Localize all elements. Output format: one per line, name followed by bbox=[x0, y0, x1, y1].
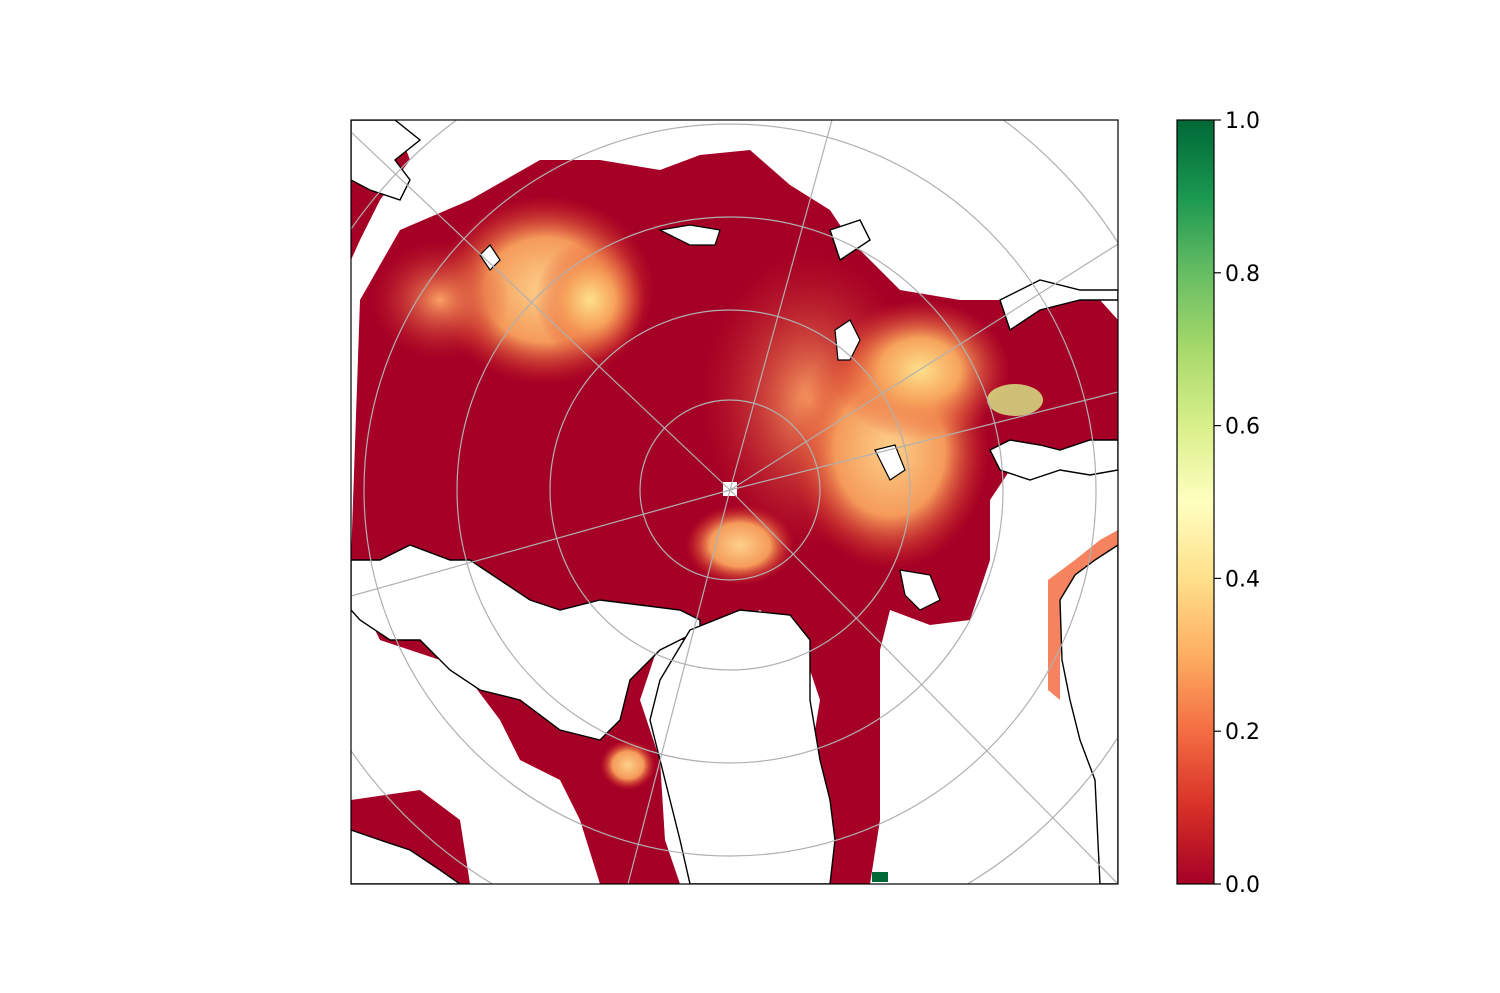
meridian-line bbox=[729, 489, 1118, 884]
kara-mid-region bbox=[370, 240, 510, 360]
meridian-line bbox=[627, 489, 731, 884]
hudson-bay-edge-green bbox=[872, 872, 888, 882]
new-siberian-islands-land bbox=[834, 319, 906, 481]
latitude-circle-85 bbox=[639, 399, 821, 581]
colorbar-tick-label: 0.6 bbox=[1225, 415, 1260, 440]
colorbar-gradient bbox=[1177, 120, 1214, 884]
map-frame bbox=[350, 119, 1119, 885]
siberia-land bbox=[829, 219, 1118, 332]
colorbar-tick-label: 0.8 bbox=[1225, 262, 1260, 287]
canadian-archipelago-land bbox=[351, 544, 701, 741]
wrangel-island-land bbox=[899, 569, 941, 611]
colorbar-tick-label: 1.0 bbox=[1225, 109, 1260, 134]
latitude-circle-75 bbox=[456, 216, 1004, 764]
graticule bbox=[351, 120, 1118, 884]
colorbar-ticks: 0.0 0.2 0.4 0.6 0.8 1.0 bbox=[1214, 109, 1260, 898]
meridian-line bbox=[729, 391, 1118, 491]
meridian-line bbox=[351, 131, 731, 491]
colorbar: 0.0 0.2 0.4 0.6 0.8 1.0 bbox=[1176, 109, 1260, 898]
meridian-line bbox=[351, 489, 731, 597]
okhotsk-coastal-strip bbox=[1048, 530, 1118, 700]
meridian-line bbox=[729, 120, 833, 491]
greenland-land bbox=[649, 609, 836, 884]
colorbar-tick-label: 0.2 bbox=[1225, 720, 1260, 745]
colorbar-tick-label: 0.0 bbox=[1225, 873, 1260, 898]
meridian-line bbox=[729, 243, 1118, 491]
scandinavia-land bbox=[351, 120, 422, 201]
colorbar-frame bbox=[1176, 119, 1215, 885]
latitude-circle-70 bbox=[363, 123, 1097, 857]
latitude-circle-80 bbox=[549, 309, 911, 671]
novaya-zemlya-land bbox=[479, 244, 501, 271]
svalbard-land bbox=[658, 224, 721, 246]
baffin-bay-patch bbox=[600, 740, 656, 790]
beaufort-region bbox=[685, 505, 795, 585]
map-panel bbox=[351, 120, 1118, 884]
labrador-land bbox=[351, 829, 462, 884]
colorbar-tick-label: 0.4 bbox=[1225, 567, 1260, 592]
bering-strait-high-values bbox=[987, 384, 1043, 416]
alaska-land bbox=[989, 439, 1118, 481]
barents-high-core bbox=[535, 240, 645, 360]
